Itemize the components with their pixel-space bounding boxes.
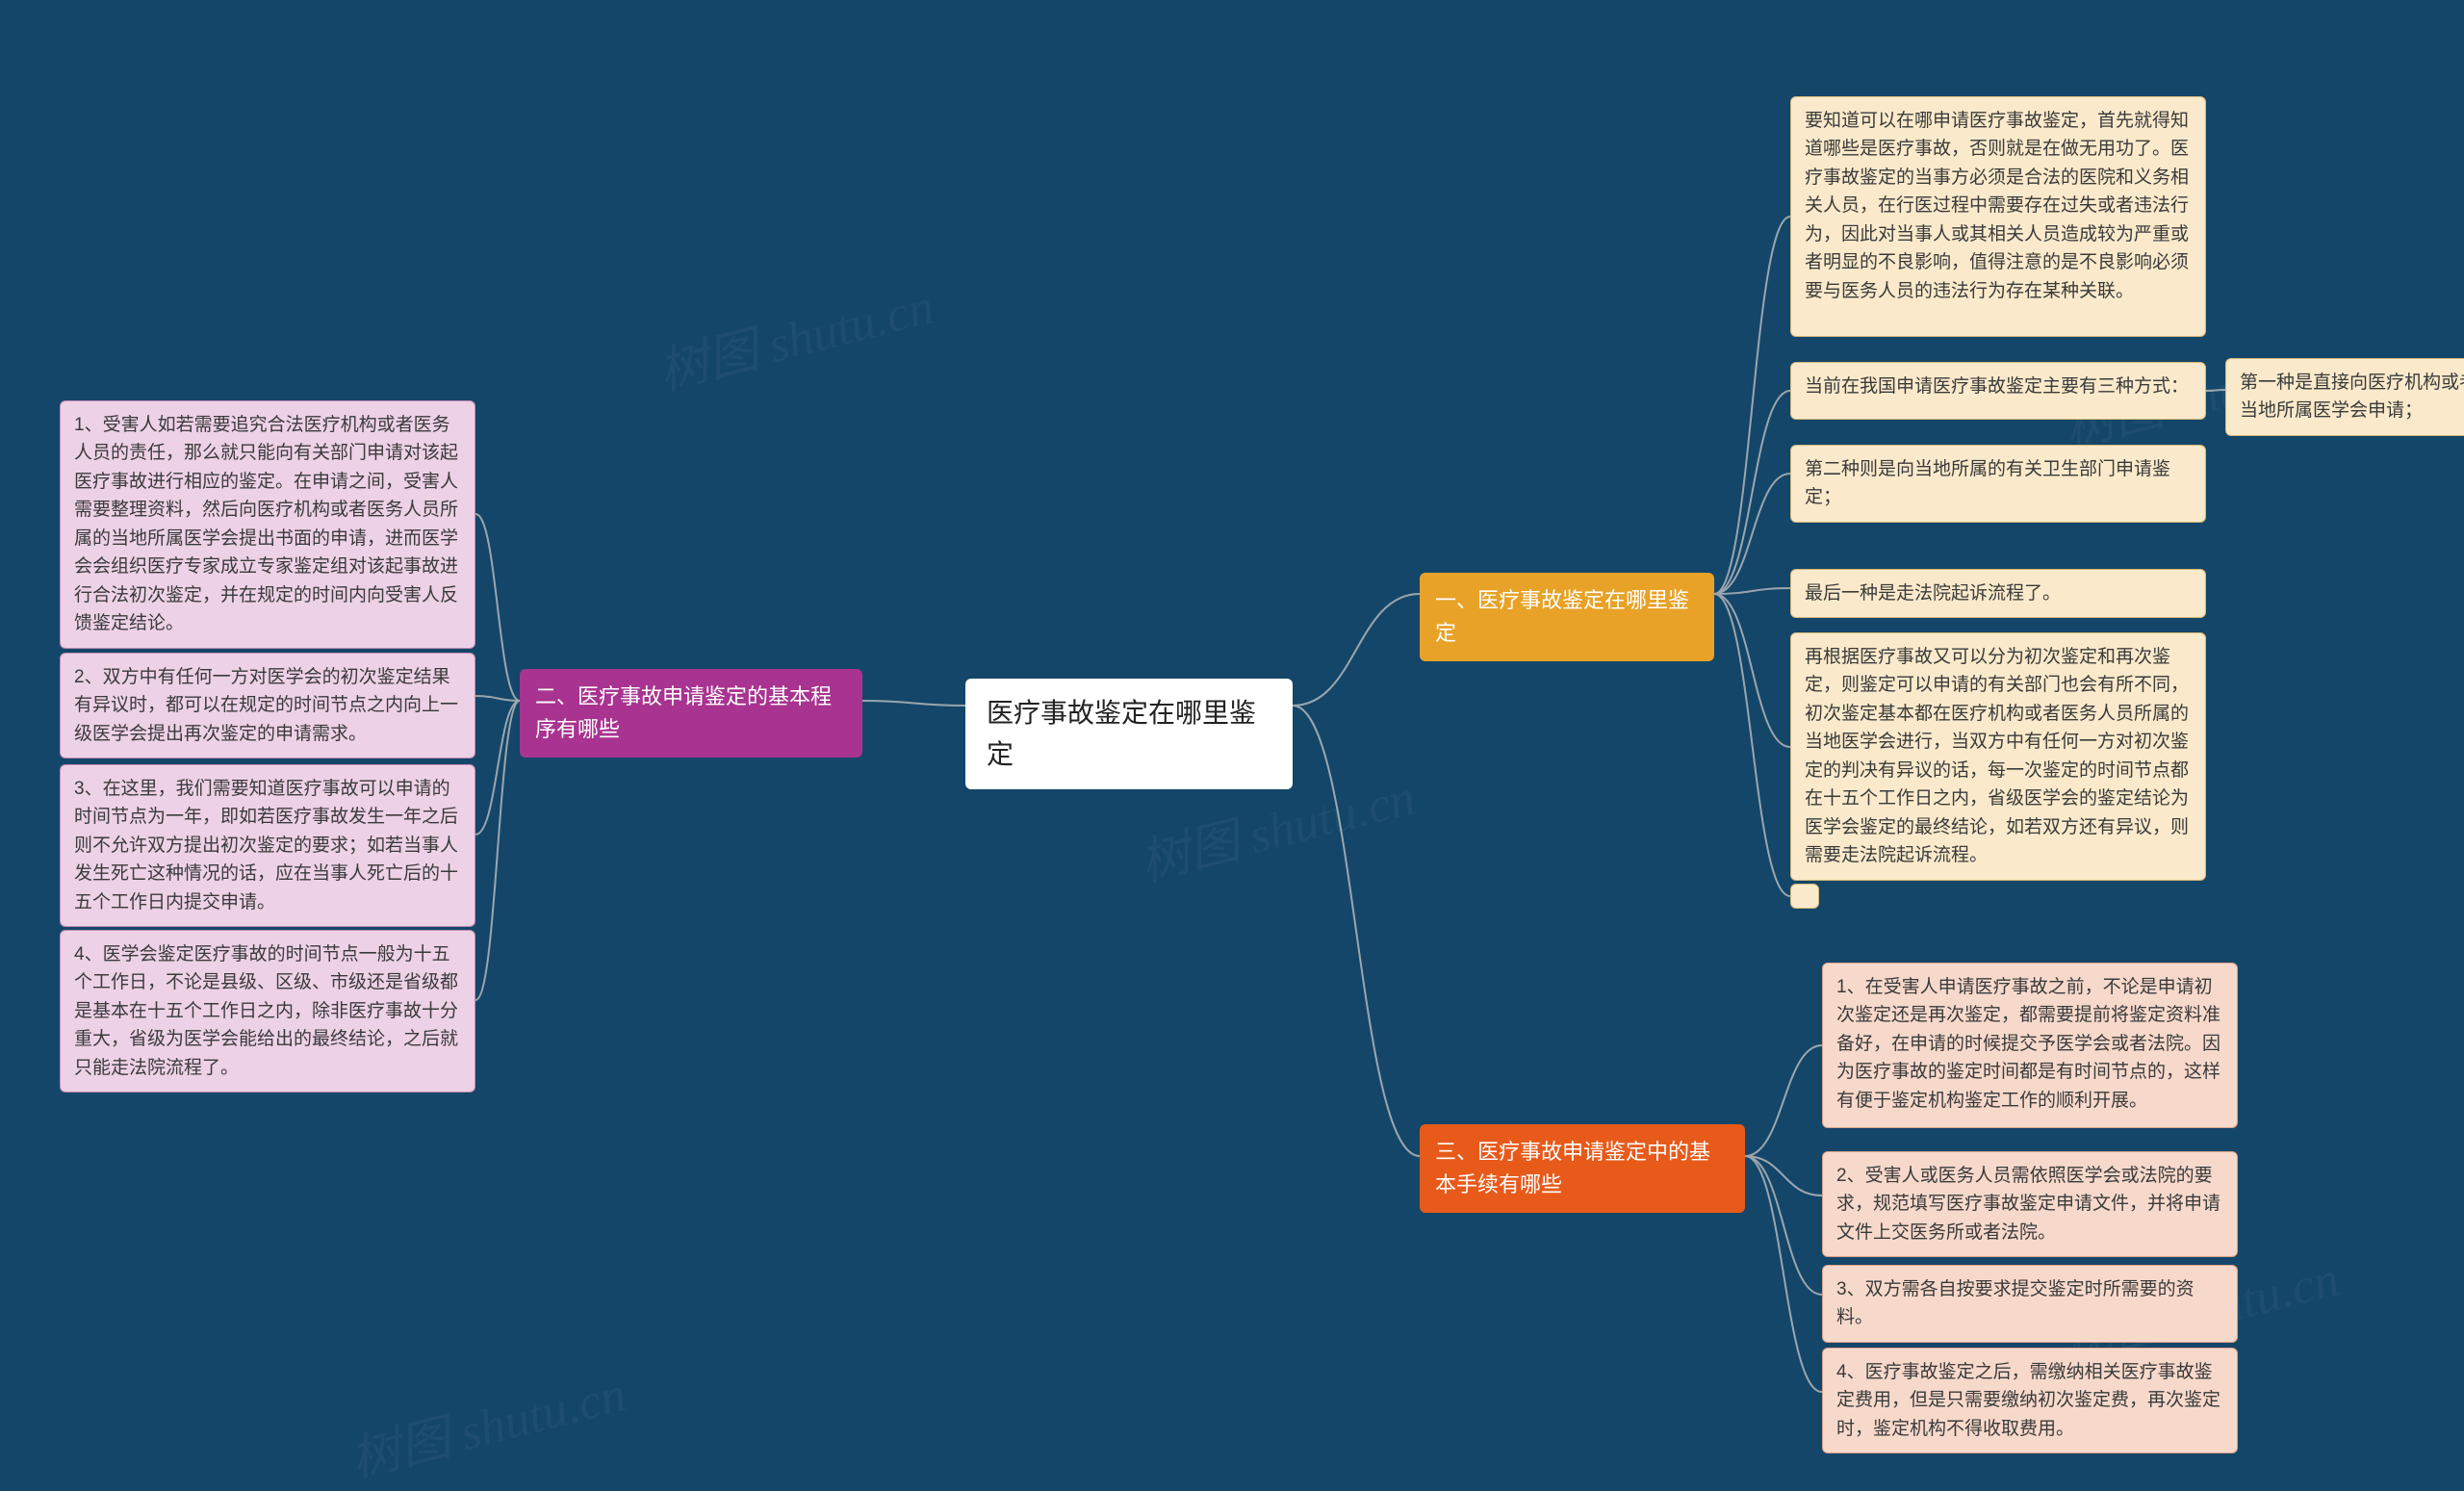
leaf-node: 当前在我国申请医疗事故鉴定主要有三种方式： xyxy=(1790,362,2206,420)
connector-line xyxy=(862,701,965,706)
leaf-node: 1、受害人如若需要追究合法医疗机构或者医务人员的责任，那么就只能向有关部门申请对… xyxy=(60,400,475,649)
leaf-node xyxy=(1790,884,1819,909)
connector-line xyxy=(1745,1156,1822,1195)
connector-line xyxy=(1714,391,1790,594)
leaf-node: 1、在受害人申请医疗事故之前，不论是申请初次鉴定还是再次鉴定，都需要提前将鉴定资… xyxy=(1822,963,2238,1128)
branch-node: 三、医疗事故申请鉴定中的基本手续有哪些 xyxy=(1420,1124,1745,1213)
connector-line xyxy=(1745,1156,1822,1392)
connector-line xyxy=(2206,390,2225,391)
connector-line xyxy=(1293,706,1420,1156)
leaf-node: 3、在这里，我们需要知道医疗事故可以申请的时间节点为一年，即如若医疗事故发生一年… xyxy=(60,764,475,927)
connector-line xyxy=(1714,594,1790,747)
watermark-text: 树图 shutu.cn xyxy=(650,266,939,403)
connector-line xyxy=(475,701,520,835)
connector-line xyxy=(1714,588,1790,594)
connector-line xyxy=(1745,1045,1822,1156)
branch-node: 一、医疗事故鉴定在哪里鉴定 xyxy=(1420,573,1714,661)
root-node: 医疗事故鉴定在哪里鉴定 xyxy=(965,679,1293,789)
leaf-node: 最后一种是走法院起诉流程了。 xyxy=(1790,569,2206,618)
connector-line xyxy=(475,514,520,701)
leaf-node: 再根据医疗事故又可以分为初次鉴定和再次鉴定，则鉴定可以申请的有关部门也会有所不同… xyxy=(1790,632,2206,881)
branch-node: 二、医疗事故申请鉴定的基本程序有哪些 xyxy=(520,669,862,758)
connector-line xyxy=(1714,474,1790,594)
watermark-text: 树图 shutu.cn xyxy=(342,1353,631,1491)
connector-line xyxy=(1714,594,1790,896)
connector-line xyxy=(475,696,520,701)
leaf-node: 4、医学会鉴定医疗事故的时间节点一般为十五个工作日，不论是县级、区级、市级还是省… xyxy=(60,930,475,1093)
connector-line xyxy=(1293,594,1420,706)
connector-line xyxy=(475,701,520,1000)
leaf-node: 2、双方中有任何一方对医学会的初次鉴定结果有异议时，都可以在规定的时间节点之内向… xyxy=(60,653,475,758)
connector-line xyxy=(1745,1156,1822,1295)
connector-line xyxy=(1714,217,1790,594)
leaf-node: 3、双方需各自按要求提交鉴定时所需要的资料。 xyxy=(1822,1265,2238,1343)
leaf-node: 4、医疗事故鉴定之后，需缴纳相关医疗事故鉴定费用，但是只需要缴纳初次鉴定费，再次… xyxy=(1822,1348,2238,1453)
leaf-node: 第二种则是向当地所属的有关卫生部门申请鉴定； xyxy=(1790,445,2206,523)
leaf-node: 2、受害人或医务人员需依照医学会或法院的要求，规范填写医疗事故鉴定申请文件，并将… xyxy=(1822,1151,2238,1257)
leaf-node: 要知道可以在哪申请医疗事故鉴定，首先就得知道哪些是医疗事故，否则就是在做无用功了… xyxy=(1790,96,2206,337)
leaf-node: 第一种是直接向医疗机构或者医务人员所属的当地所属医学会申请； xyxy=(2225,358,2464,436)
